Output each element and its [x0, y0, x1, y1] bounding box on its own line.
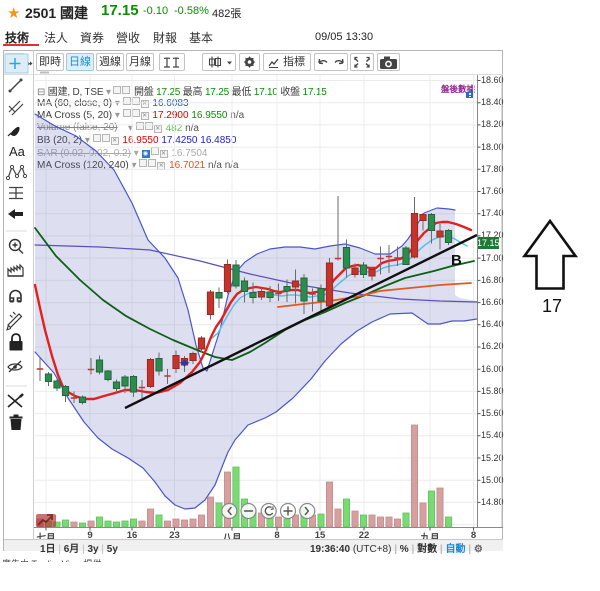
- svg-text:Aa: Aa: [9, 144, 26, 159]
